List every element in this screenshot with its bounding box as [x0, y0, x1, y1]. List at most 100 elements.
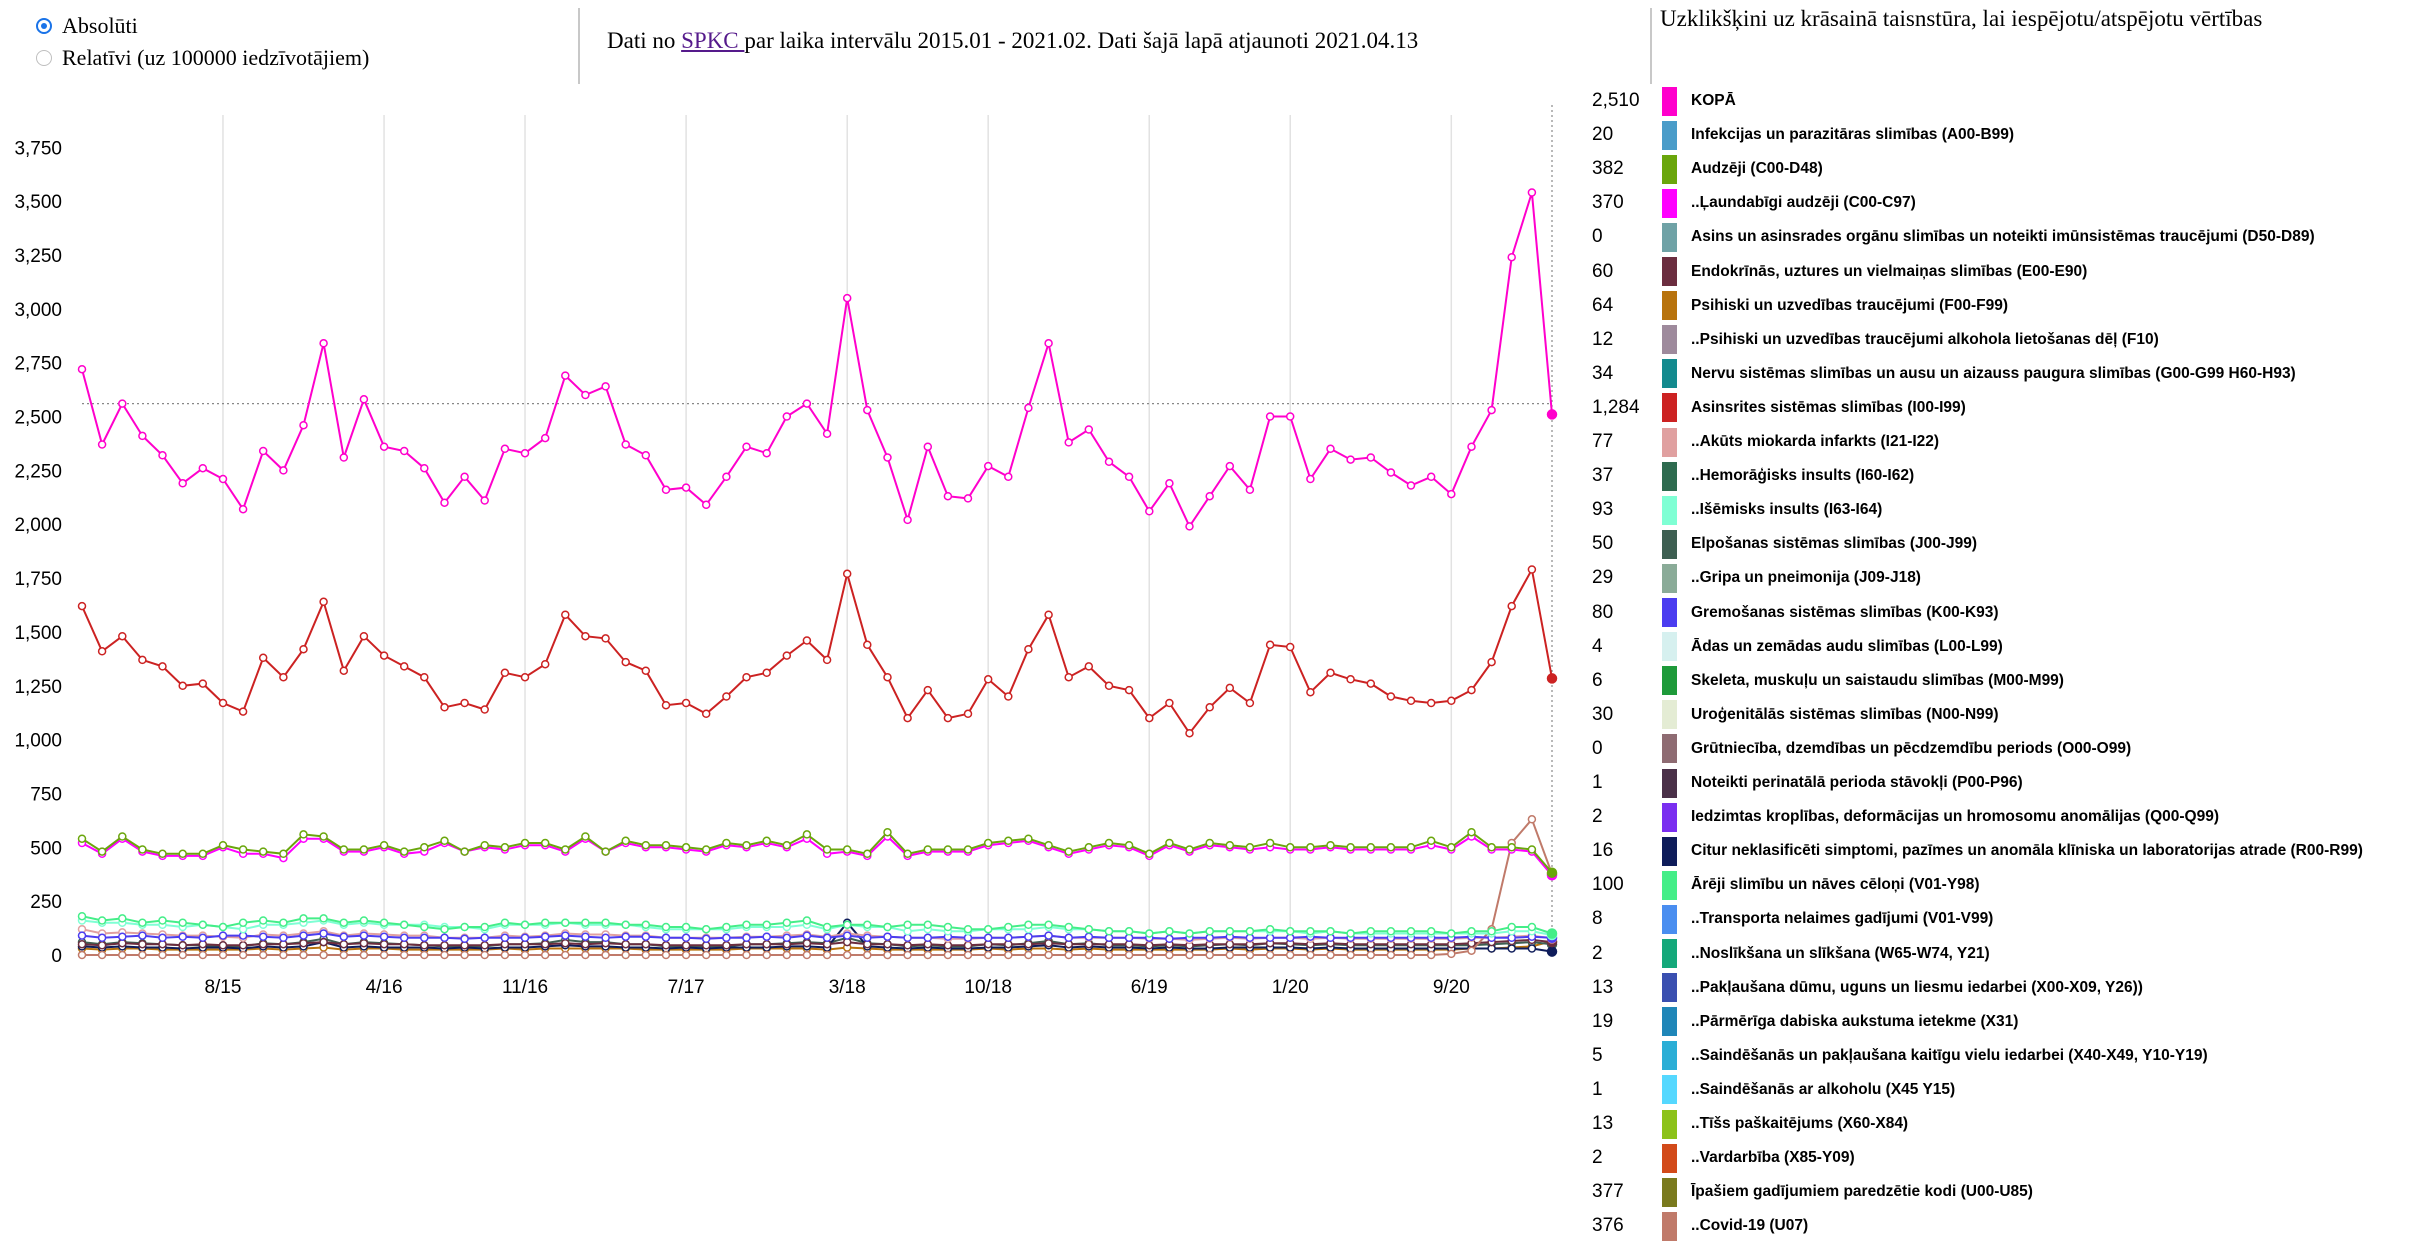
legend-toggle-swatch[interactable] — [1662, 768, 1677, 798]
data-point — [581, 932, 590, 941]
data-point — [1205, 950, 1214, 960]
legend-toggle-swatch[interactable] — [1662, 802, 1677, 832]
absolute-radio[interactable] — [36, 18, 52, 34]
legend-toggle-swatch[interactable] — [1662, 904, 1677, 934]
legend-toggle-swatch[interactable] — [1662, 222, 1677, 252]
data-point — [561, 845, 570, 854]
data-point — [1386, 927, 1396, 936]
data-point — [420, 941, 429, 950]
legend-toggle-swatch[interactable] — [1662, 1041, 1677, 1071]
legend-value: 20 — [1592, 124, 1614, 146]
y-tick-label: 1,000 — [14, 731, 62, 752]
legend-toggle-swatch[interactable] — [1662, 427, 1677, 457]
data-point — [1004, 836, 1013, 846]
data-point — [943, 491, 953, 501]
legend-toggle-swatch[interactable] — [1662, 1075, 1677, 1105]
legend-toggle-swatch[interactable] — [1662, 1007, 1677, 1037]
data-point — [701, 845, 711, 854]
data-point — [218, 474, 228, 484]
data-point — [883, 672, 892, 682]
data-point — [782, 950, 792, 960]
data-point — [762, 939, 771, 949]
data-point — [782, 412, 792, 421]
data-point — [701, 924, 711, 934]
relative-radio-row[interactable]: Relatīvi (uz 100000 iedzīvotājiem) — [36, 42, 576, 74]
data-point — [621, 657, 630, 667]
data-point — [943, 845, 953, 854]
data-point — [218, 840, 228, 850]
data-point — [279, 672, 288, 682]
data-point — [581, 939, 590, 949]
data-point — [762, 920, 771, 930]
spkc-link[interactable]: SPKC — [681, 28, 745, 53]
legend-toggle-swatch[interactable] — [1662, 325, 1677, 355]
legend-toggle-swatch[interactable] — [1662, 291, 1677, 321]
data-point — [178, 950, 187, 960]
data-point — [77, 834, 87, 843]
data-point — [1024, 403, 1033, 413]
data-point — [802, 916, 812, 925]
legend-toggle-swatch[interactable] — [1662, 973, 1677, 1003]
data-point — [722, 838, 731, 848]
legend-toggle-swatch[interactable] — [1662, 120, 1677, 150]
absolute-radio-row[interactable]: Absolūti — [36, 10, 576, 42]
data-point — [762, 836, 771, 846]
legend-toggle-swatch[interactable] — [1662, 1143, 1677, 1173]
data-point — [742, 672, 751, 682]
legend-toggle-swatch[interactable] — [1662, 188, 1677, 218]
data-point — [460, 950, 469, 960]
data-point — [319, 929, 328, 938]
legend-toggle-swatch[interactable] — [1662, 86, 1677, 116]
data-point — [1044, 950, 1053, 960]
legend-toggle-swatch[interactable] — [1662, 359, 1677, 389]
data-point — [1265, 924, 1275, 934]
legend-toggle-swatch[interactable] — [1662, 154, 1677, 184]
data-point — [661, 933, 671, 943]
legend-toggle-swatch[interactable] — [1662, 666, 1677, 696]
legend-toggle-swatch[interactable] — [1662, 700, 1677, 730]
absolute-label[interactable]: Absolūti — [62, 13, 138, 38]
data-point — [983, 924, 993, 934]
data-point — [1165, 934, 1174, 944]
legend-toggle-swatch[interactable] — [1662, 836, 1677, 866]
data-point — [742, 950, 751, 960]
data-point — [1546, 673, 1558, 684]
data-point — [903, 713, 912, 723]
data-point — [1225, 950, 1235, 960]
relative-label[interactable]: Relatīvi (uz 100000 iedzīvotājiem) — [62, 45, 370, 70]
legend-toggle-swatch[interactable] — [1662, 598, 1677, 627]
data-point — [198, 679, 208, 688]
legend-toggle-swatch[interactable] — [1662, 461, 1677, 491]
data-point — [1205, 838, 1214, 848]
legend-toggle-swatch[interactable] — [1662, 870, 1677, 900]
data-point — [621, 920, 630, 930]
legend-toggle-swatch[interactable] — [1662, 632, 1677, 662]
legend-toggle-swatch[interactable] — [1662, 495, 1677, 525]
data-point — [1084, 932, 1094, 941]
data-point — [399, 950, 409, 960]
legend-toggle-swatch[interactable] — [1662, 1109, 1677, 1139]
data-point — [1447, 929, 1456, 938]
legend-toggle-swatch[interactable] — [1662, 393, 1677, 423]
legend-label: ..Tīšs paškaitējums (X60-X84) — [1691, 1115, 1909, 1132]
data-point — [138, 939, 147, 949]
legend-toggle-swatch[interactable] — [1662, 1211, 1677, 1241]
data-point — [1285, 843, 1295, 852]
data-point — [540, 838, 550, 848]
legend-label: ..Vardarbība (X85-Y09) — [1691, 1149, 1855, 1167]
x-tick-label: 8/15 — [204, 977, 241, 998]
legend-toggle-swatch[interactable] — [1662, 563, 1677, 593]
legend-toggle-swatch[interactable] — [1662, 257, 1677, 286]
legend-label: Īpašiem gadījumiem paredzētie kodi (U00-… — [1691, 1183, 2033, 1201]
data-point — [480, 922, 489, 932]
data-point — [379, 918, 389, 927]
data-point — [1306, 843, 1315, 852]
legend-toggle-swatch[interactable] — [1662, 1177, 1677, 1207]
relative-radio[interactable] — [36, 50, 52, 66]
data-point — [1084, 425, 1094, 434]
data-point — [722, 941, 731, 950]
legend-toggle-swatch[interactable] — [1662, 734, 1677, 764]
legend-value: 1,284 — [1592, 396, 1640, 418]
legend-toggle-swatch[interactable] — [1662, 529, 1677, 559]
legend-toggle-swatch[interactable] — [1662, 939, 1677, 968]
